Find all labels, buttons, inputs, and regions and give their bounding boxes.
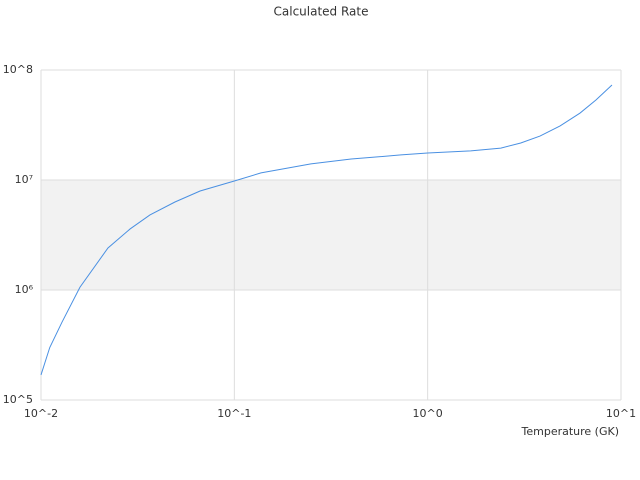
x-tick-label: 10^-1 [217,407,251,420]
line [40,84,613,376]
y-tick-label: 10^5 [3,393,33,406]
y-tick-label: 10⁷ [15,173,33,186]
y-tick-label: 10^8 [3,63,33,76]
chart-title: Calculated Rate [274,5,369,19]
x-tick-label: 10^-2 [24,407,58,420]
x-axis-label: Temperature (GK) [521,425,620,438]
x-tick-label: 10^1 [606,407,636,420]
y-tick-label: 10⁶ [15,283,34,296]
x-tick-label: 10^0 [413,407,443,420]
band [41,180,621,290]
